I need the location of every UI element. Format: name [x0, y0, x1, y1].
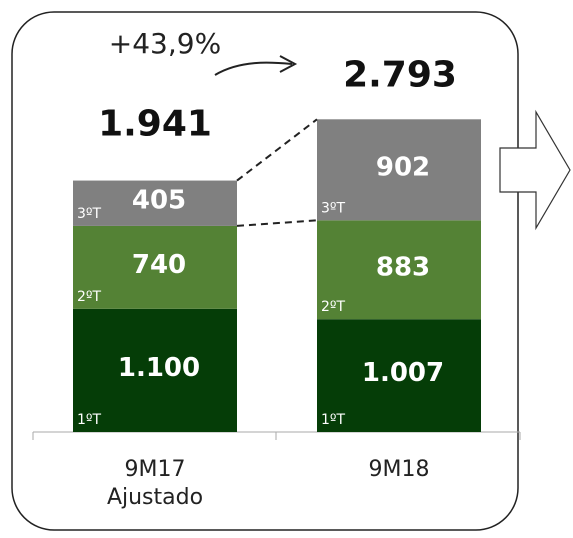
- value-label: 1.100: [118, 353, 200, 383]
- bar-segment: [317, 319, 481, 432]
- segment-name: 1ºT: [321, 412, 346, 428]
- bar-segment: [73, 180, 237, 226]
- growth-arrow-head: [279, 55, 298, 73]
- bar-segment: [73, 308, 237, 432]
- category-label: 9M18: [368, 457, 430, 482]
- value-label: 883: [376, 252, 430, 282]
- value-label: 740: [132, 250, 186, 280]
- connector: [236, 219, 318, 227]
- total-label: 2.793: [343, 54, 457, 95]
- value-label: 902: [376, 152, 430, 182]
- block-arrow: [499, 109, 571, 231]
- value-label: 405: [132, 186, 186, 216]
- segment-name: 3ºT: [77, 206, 102, 222]
- bar-segment: [73, 225, 237, 309]
- connector: [236, 118, 318, 182]
- total-label: 1.941: [98, 104, 212, 145]
- segment-name: 2ºT: [321, 299, 346, 315]
- bar-segment: [317, 119, 481, 221]
- bar-segment: [317, 220, 481, 320]
- frame: [11, 11, 519, 531]
- category-label: 9M17 Ajustado: [106, 457, 204, 510]
- value-label: 1.007: [362, 358, 444, 388]
- segment-name: 2ºT: [77, 289, 102, 305]
- growth-annotation: +43,9%: [109, 27, 221, 60]
- growth-arrow: [214, 61, 293, 76]
- segment-name: 1ºT: [77, 412, 102, 428]
- segment-name: 3ºT: [321, 200, 346, 216]
